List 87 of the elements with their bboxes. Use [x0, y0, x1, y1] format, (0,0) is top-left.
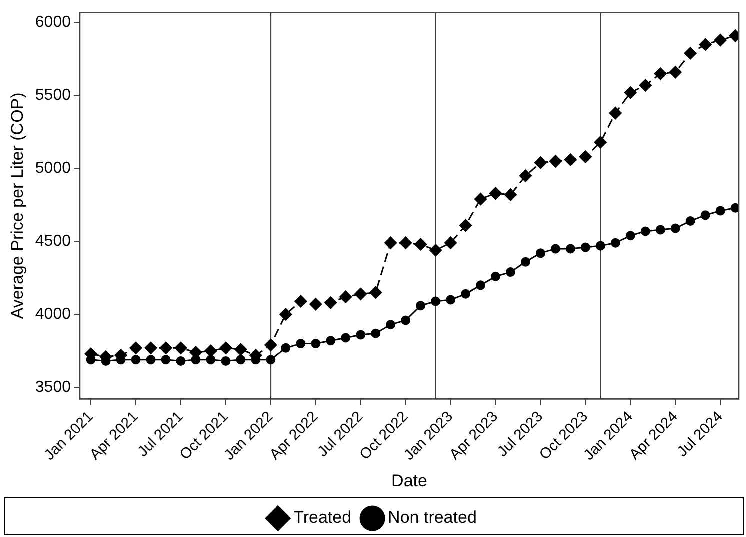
point: [444, 236, 458, 250]
point: [519, 170, 532, 182]
point: [340, 290, 352, 304]
point: [236, 355, 246, 365]
point: [146, 355, 156, 365]
point: [564, 154, 577, 166]
point: [324, 296, 338, 310]
point: [669, 66, 682, 79]
point: [610, 238, 620, 248]
point: [160, 342, 172, 354]
point: [371, 328, 381, 338]
point: [326, 336, 336, 346]
point: [354, 288, 368, 300]
point: [596, 241, 606, 251]
y-tick-label: 5000: [35, 160, 72, 178]
point: [699, 38, 712, 51]
point: [506, 268, 516, 278]
point: [386, 320, 396, 330]
point: [714, 34, 727, 47]
point: [206, 355, 216, 365]
point: [730, 203, 739, 213]
point: [266, 355, 276, 365]
point: [401, 316, 411, 326]
point: [654, 68, 667, 80]
point: [356, 330, 366, 340]
point: [264, 338, 278, 352]
y-axis-title: Average Price per Liter (COP): [8, 92, 27, 320]
point: [474, 193, 488, 206]
point: [579, 150, 592, 164]
point: [446, 295, 456, 305]
y-tick-label: 4000: [35, 306, 72, 324]
point: [476, 280, 486, 290]
point: [609, 107, 622, 120]
point: [684, 47, 697, 60]
point: [176, 356, 186, 366]
legend-label: Treated: [294, 508, 352, 528]
point: [550, 244, 560, 254]
point: [520, 257, 530, 267]
point: [461, 289, 471, 299]
point: [131, 355, 141, 365]
point: [489, 187, 502, 200]
point: [311, 339, 321, 349]
point: [296, 339, 306, 349]
point: [431, 296, 441, 306]
y-tick-label: 3500: [35, 378, 72, 396]
point: [384, 236, 398, 250]
point: [341, 333, 351, 343]
point: [280, 308, 292, 321]
point: [281, 343, 291, 353]
point: [234, 343, 248, 356]
point: [594, 136, 607, 149]
point: [204, 344, 218, 358]
y-tick-label: 5500: [35, 87, 72, 104]
point: [580, 242, 590, 252]
point: [460, 219, 472, 232]
point: [220, 342, 232, 354]
point: [534, 156, 547, 170]
point: [294, 295, 308, 308]
point: [624, 86, 637, 100]
point: [416, 301, 426, 311]
point: [490, 272, 500, 282]
point: [370, 286, 382, 299]
point: [639, 79, 652, 92]
point: [400, 236, 412, 250]
y-tick-label: 6000: [35, 14, 72, 32]
point: [130, 342, 142, 354]
point: [221, 356, 231, 366]
point: [414, 238, 428, 251]
point: [670, 224, 680, 234]
point: [536, 248, 546, 258]
point: [430, 244, 442, 257]
point: [640, 226, 650, 236]
legend-label: Non treated: [388, 508, 477, 528]
point: [174, 342, 188, 354]
y-tick-label: 4500: [35, 233, 72, 250]
point: [700, 210, 710, 220]
point: [144, 342, 158, 354]
point: [566, 244, 576, 254]
x-axis-title: Date: [392, 471, 428, 490]
point: [549, 155, 562, 168]
point: [626, 231, 636, 241]
point: [310, 298, 322, 311]
point: [656, 225, 666, 235]
point: [686, 216, 696, 226]
point: [504, 188, 517, 202]
point: [716, 206, 726, 216]
point: [161, 355, 171, 365]
